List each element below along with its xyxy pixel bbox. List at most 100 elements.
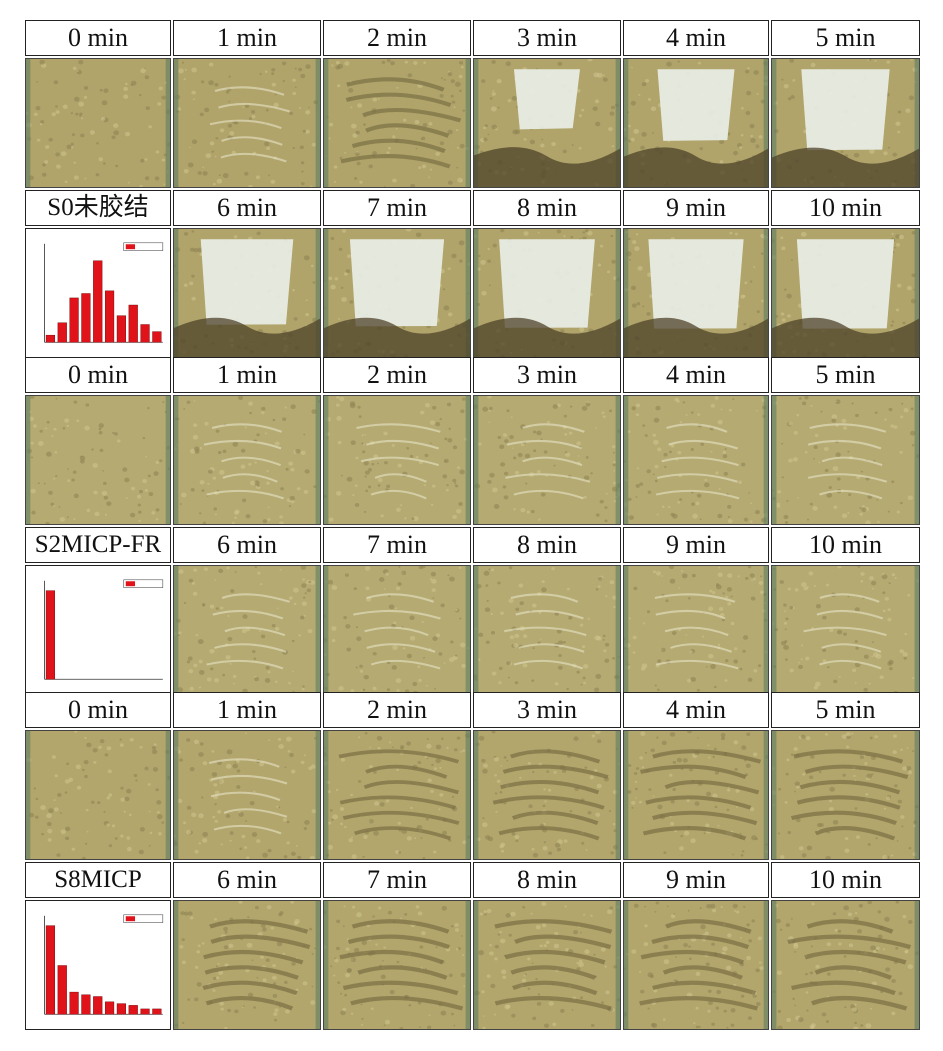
time-label: 6 min [173, 527, 321, 563]
photo-texture [772, 731, 919, 859]
erosion-photo [771, 730, 920, 860]
time-label: 0 min [25, 20, 171, 56]
photo-texture [324, 566, 470, 694]
photo-texture [26, 59, 170, 187]
erosion-photo [771, 565, 920, 695]
time-label: 5 min [771, 692, 920, 728]
histogram-bar [45, 925, 56, 1015]
time-label: 9 min [623, 527, 769, 563]
erosion-photo [173, 565, 321, 695]
erosion-photo [323, 565, 471, 695]
photo-texture [474, 566, 620, 694]
histogram-bar [81, 994, 91, 1015]
histogram-bar [152, 331, 162, 343]
histogram-bar [45, 334, 56, 343]
erosion-photo [473, 730, 621, 860]
time-label: 8 min [473, 190, 621, 226]
time-label: 0 min [25, 357, 171, 393]
erosion-photo [173, 228, 321, 358]
time-label: 3 min [473, 357, 621, 393]
erosion-photo [771, 58, 920, 188]
histogram-svg [44, 914, 164, 1015]
histogram-svg [44, 579, 164, 680]
erosion-photo [173, 58, 321, 188]
histogram-bar [93, 260, 103, 343]
time-label: 7 min [323, 527, 471, 563]
photo-texture [624, 59, 768, 187]
erosion-photo [323, 900, 471, 1030]
photo-texture [26, 396, 170, 524]
histogram-bar [140, 1008, 150, 1015]
photo-texture [26, 731, 170, 859]
erosion-photo [323, 395, 471, 525]
particle-size-histogram [25, 900, 171, 1030]
time-label: 2 min [323, 692, 471, 728]
time-label: 1 min [173, 357, 321, 393]
histogram-bar [104, 290, 115, 343]
time-label: 9 min [623, 862, 769, 898]
sample-label: S8MICP [25, 862, 171, 898]
erosion-photo [771, 900, 920, 1030]
photo-texture [624, 566, 768, 694]
histogram-bar [69, 991, 79, 1015]
histogram-bar [93, 996, 103, 1015]
time-label: 7 min [323, 862, 471, 898]
photo-texture [474, 731, 620, 859]
time-label: 2 min [323, 357, 471, 393]
photo-texture [174, 229, 320, 357]
time-label: 7 min [323, 190, 471, 226]
photo-texture [474, 229, 620, 357]
photo-texture [624, 901, 768, 1029]
photo-texture [474, 396, 620, 524]
sample-label: S0未胶结 [25, 190, 171, 226]
photo-texture [324, 731, 470, 859]
erosion-photo [323, 58, 471, 188]
photo-texture [174, 396, 320, 524]
erosion-photo [623, 228, 769, 358]
erosion-photo [25, 395, 171, 525]
histogram-bar [116, 315, 126, 343]
erosion-photo [771, 395, 920, 525]
histogram-bar [45, 590, 56, 680]
erosion-photo [623, 730, 769, 860]
photo-texture [624, 731, 768, 859]
erosion-photo [323, 730, 471, 860]
time-label: 10 min [771, 527, 920, 563]
erosion-photo [323, 228, 471, 358]
time-label: 10 min [771, 862, 920, 898]
photo-texture [324, 59, 470, 187]
time-label: 1 min [173, 20, 321, 56]
time-label: 4 min [623, 20, 769, 56]
particle-size-histogram [25, 228, 171, 358]
time-label: 3 min [473, 20, 621, 56]
photo-texture [174, 731, 320, 859]
erosion-photo [623, 395, 769, 525]
erosion-photo [473, 395, 621, 525]
histogram-bar [152, 1008, 162, 1015]
photo-texture [772, 396, 919, 524]
photo-texture [772, 229, 919, 357]
time-label: 6 min [173, 190, 321, 226]
histogram-bar [57, 322, 67, 343]
photo-texture [772, 566, 919, 694]
erosion-photo [25, 58, 171, 188]
photo-texture [474, 901, 620, 1029]
particle-size-histogram [25, 565, 171, 695]
erosion-photo [473, 900, 621, 1030]
histogram-bar [116, 1003, 126, 1015]
time-label: 8 min [473, 862, 621, 898]
histogram-bar [57, 965, 67, 1015]
photo-texture [324, 901, 470, 1029]
erosion-photo [173, 730, 321, 860]
time-label: 10 min [771, 190, 920, 226]
time-label: 9 min [623, 190, 769, 226]
erosion-photo [473, 228, 621, 358]
time-label: 2 min [323, 20, 471, 56]
erosion-photo [623, 58, 769, 188]
histogram-bar [69, 297, 79, 343]
erosion-photo [173, 900, 321, 1030]
time-label: 4 min [623, 357, 769, 393]
erosion-photo [473, 58, 621, 188]
time-label: 0 min [25, 692, 171, 728]
erosion-photo [173, 395, 321, 525]
